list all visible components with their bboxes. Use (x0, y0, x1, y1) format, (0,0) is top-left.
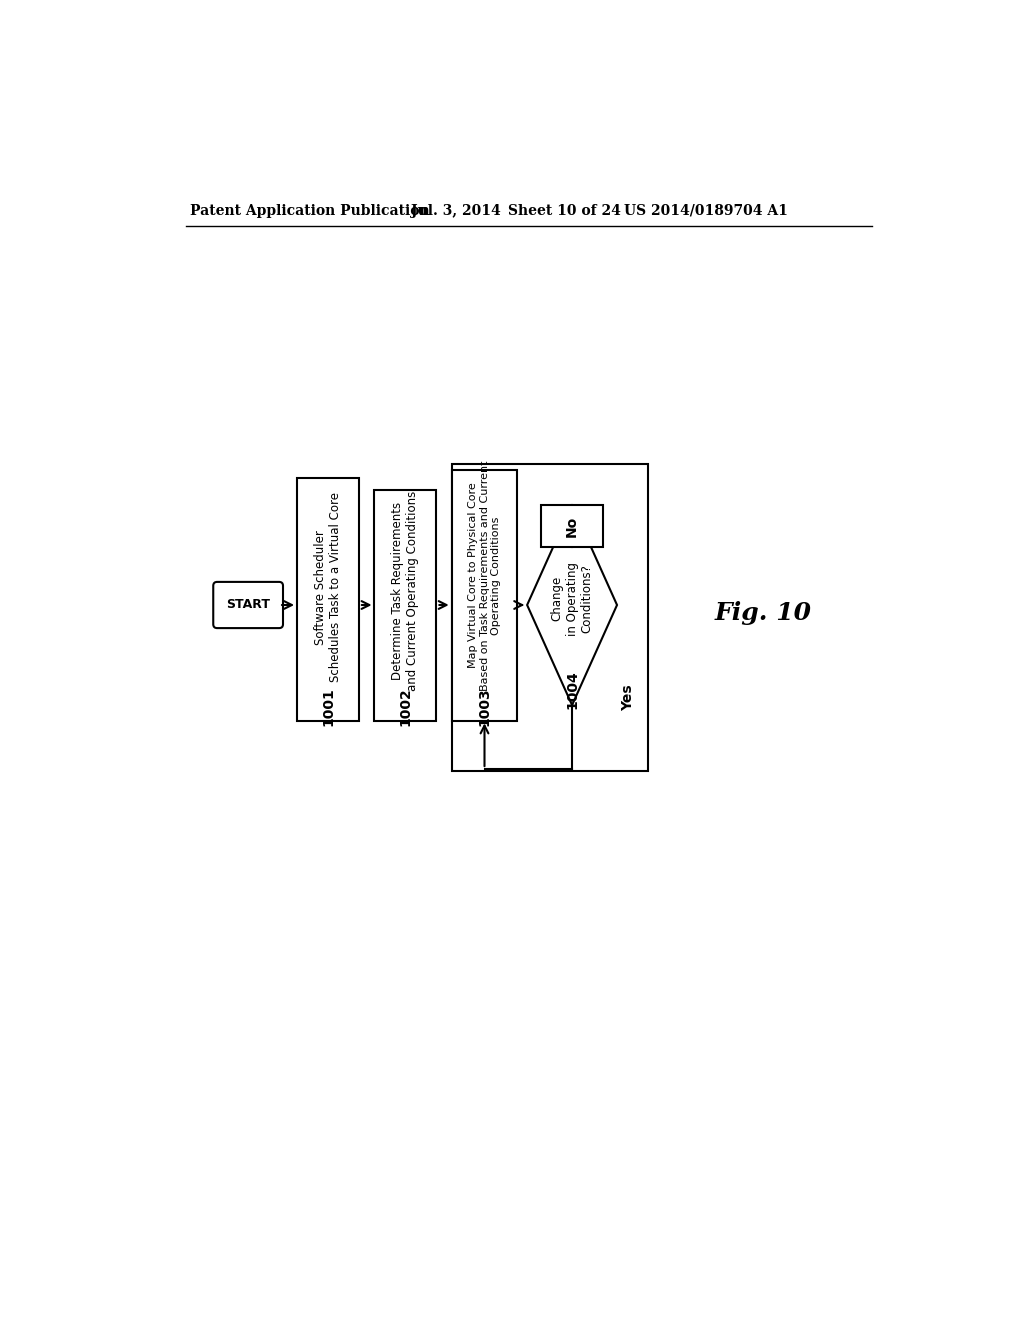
Text: 1004: 1004 (565, 671, 580, 709)
Text: Software Scheduler
Schedules Task to a Virtual Core: Software Scheduler Schedules Task to a V… (314, 492, 342, 682)
Text: US 2014/0189704 A1: US 2014/0189704 A1 (624, 203, 787, 218)
Bar (375, 490, 436, 721)
Text: 1003: 1003 (477, 688, 492, 726)
Text: 1002: 1002 (398, 688, 413, 726)
Text: Fig. 10: Fig. 10 (715, 601, 812, 624)
Text: Map Virtual Core to Physical Core
Based on Task Requirements and Current
Operati: Map Virtual Core to Physical Core Based … (468, 461, 501, 690)
Text: 1001: 1001 (321, 688, 335, 726)
Text: START: START (226, 598, 270, 611)
Text: Jul. 3, 2014: Jul. 3, 2014 (411, 203, 501, 218)
Bar (452, 465, 648, 771)
Text: Determine Task Requirements
and Current Operating Conditions: Determine Task Requirements and Current … (391, 491, 420, 692)
Text: Sheet 10 of 24: Sheet 10 of 24 (508, 203, 621, 218)
Text: Yes: Yes (621, 684, 635, 710)
Polygon shape (527, 506, 617, 705)
Text: Patent Application Publication: Patent Application Publication (190, 203, 430, 218)
Bar (452, 470, 517, 721)
FancyBboxPatch shape (213, 582, 283, 628)
Text: No: No (565, 515, 580, 537)
Bar (297, 478, 359, 721)
Text: Change
in Operating
Conditions?: Change in Operating Conditions? (551, 562, 594, 636)
Bar (541, 506, 603, 548)
